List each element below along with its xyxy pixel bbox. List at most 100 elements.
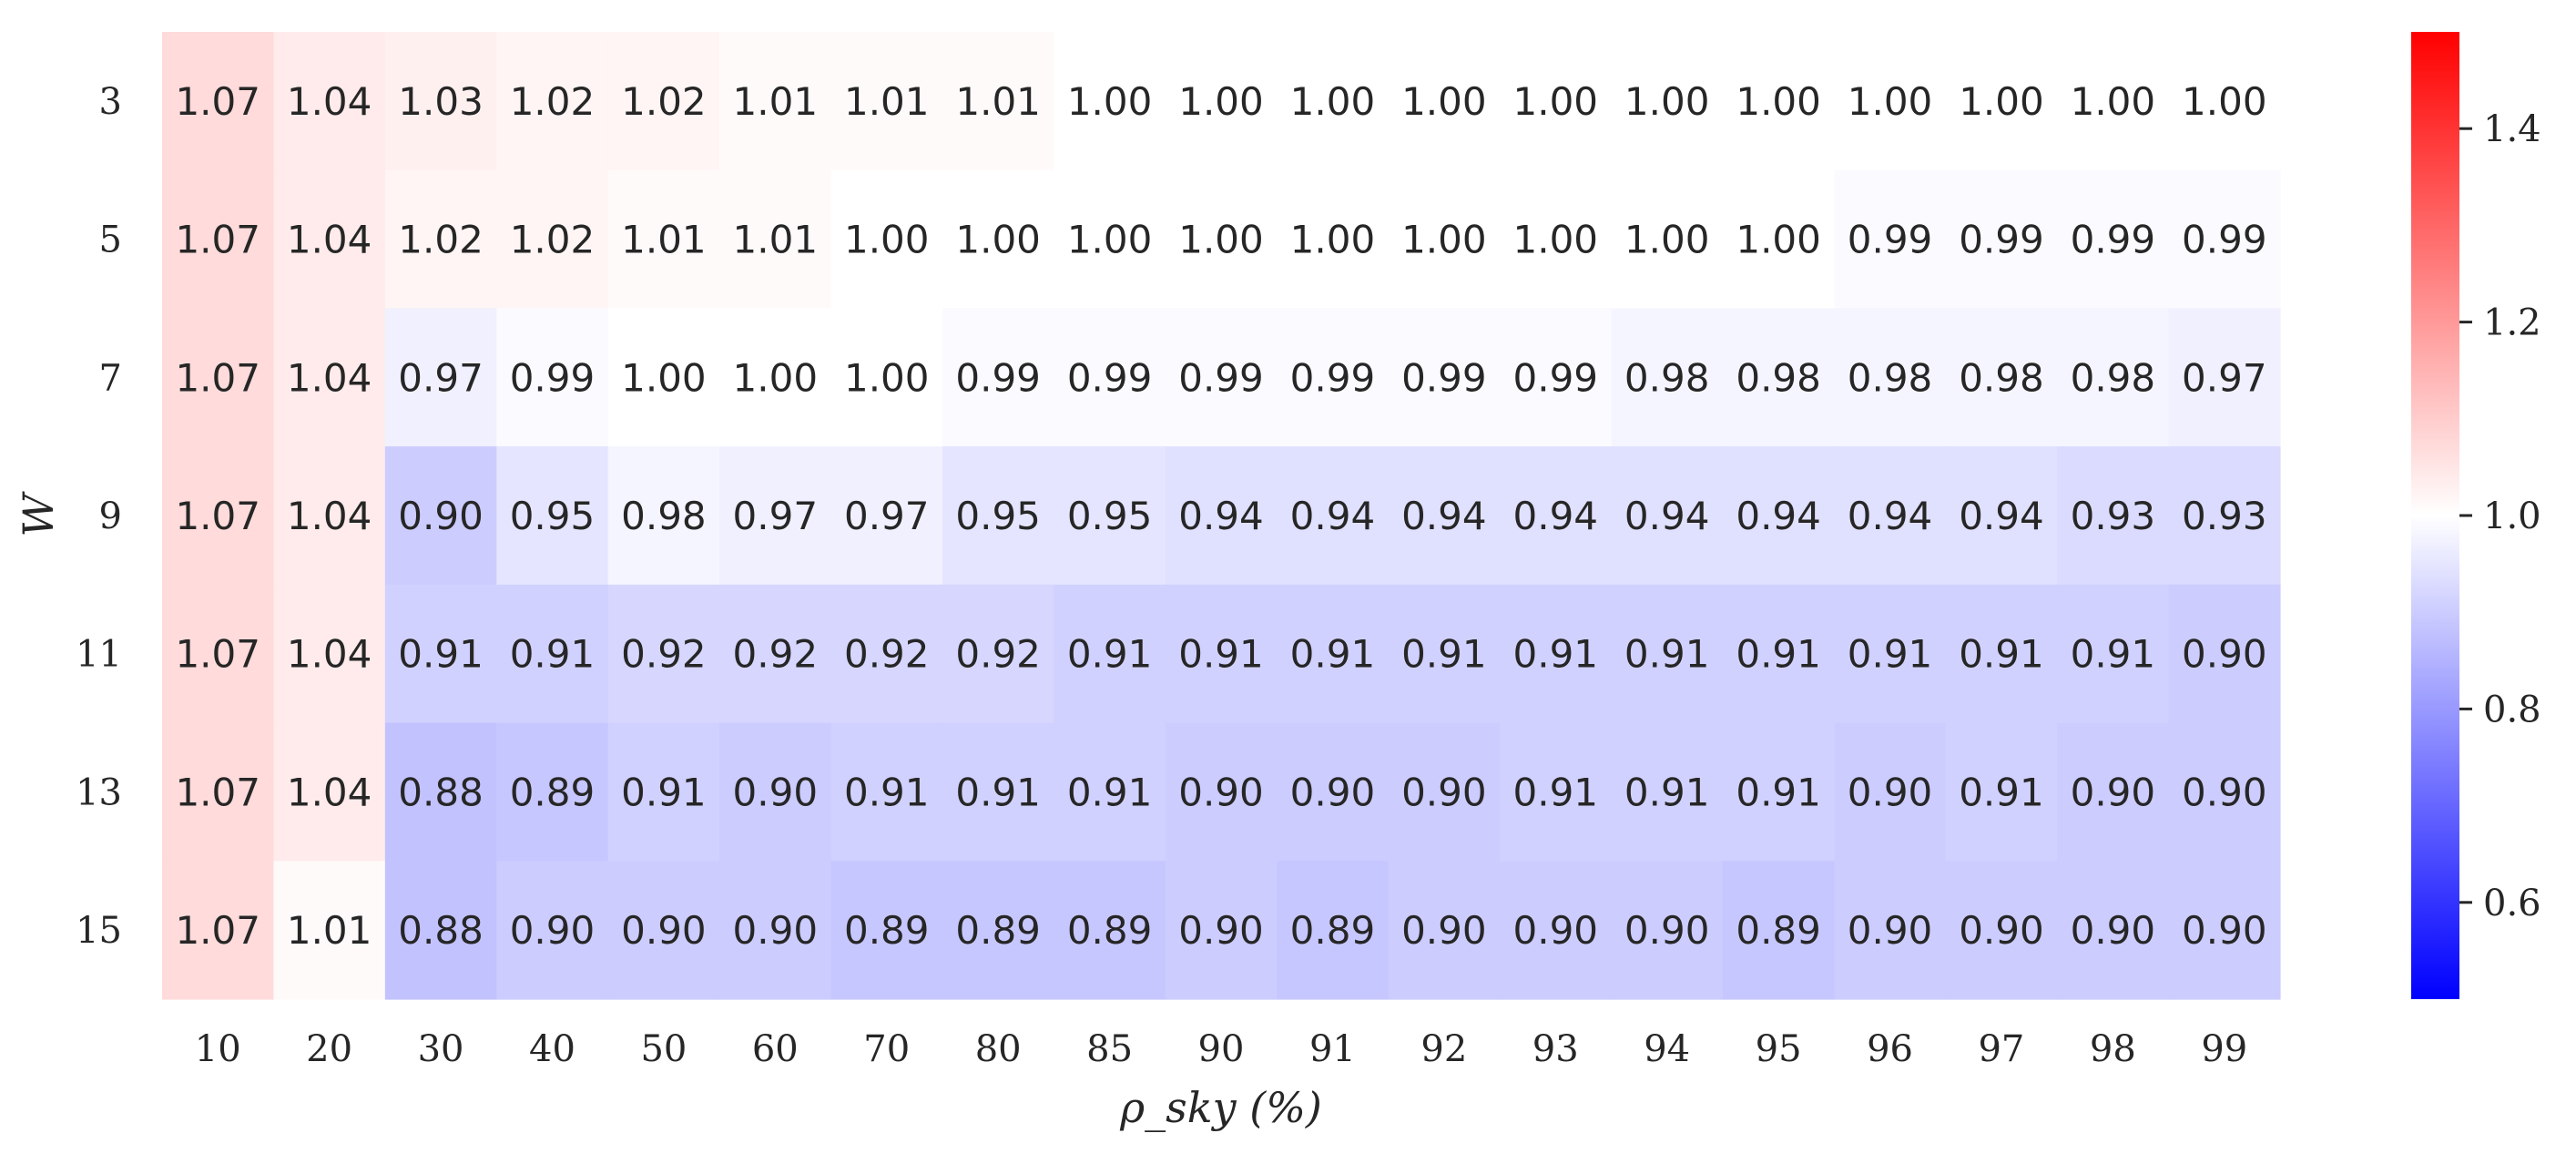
heatmap-cell-value: 1.00 bbox=[1401, 218, 1487, 262]
heatmap-cell-value: 0.93 bbox=[2182, 494, 2267, 538]
x-tick-label: 60 bbox=[752, 1028, 799, 1070]
heatmap-cell-value: 0.99 bbox=[955, 355, 1041, 400]
heatmap-cell bbox=[1945, 169, 2058, 310]
heatmap-cell-value: 1.04 bbox=[287, 770, 372, 814]
heatmap-cell-value: 0.90 bbox=[1624, 908, 1710, 953]
heatmap-cell-value: 0.89 bbox=[844, 908, 930, 953]
heatmap-cell bbox=[1834, 169, 1947, 310]
heatmap-cell-value: 0.89 bbox=[510, 770, 596, 814]
heatmap-cell bbox=[830, 308, 943, 447]
x-tick-label: 91 bbox=[1309, 1028, 1356, 1070]
heatmap-cell-value: 0.90 bbox=[2182, 632, 2267, 677]
heatmap-cell bbox=[719, 446, 832, 586]
heatmap-cell bbox=[1834, 32, 1947, 171]
colorbar-tick-label: 1.4 bbox=[2483, 108, 2541, 150]
heatmap-cell-value: 0.99 bbox=[2071, 218, 2156, 262]
heatmap-cell bbox=[162, 32, 275, 171]
heatmap-cell bbox=[1834, 584, 1947, 724]
heatmap-cell-value: 1.04 bbox=[287, 79, 372, 124]
heatmap-cell-value: 1.00 bbox=[1401, 79, 1487, 124]
heatmap-cell bbox=[942, 169, 1054, 310]
heatmap-cell-value: 1.00 bbox=[1513, 218, 1599, 262]
heatmap-cell-value: 0.99 bbox=[1401, 355, 1487, 400]
heatmap-cell-value: 0.91 bbox=[1067, 770, 1153, 814]
heatmap-cell bbox=[2168, 169, 2281, 310]
heatmap-cell bbox=[2168, 446, 2281, 586]
heatmap-cell-value: 0.99 bbox=[510, 355, 596, 400]
x-tick-label: 80 bbox=[975, 1028, 1022, 1070]
x-tick-label: 40 bbox=[529, 1028, 575, 1070]
heatmap-cell bbox=[607, 169, 720, 310]
x-tick-label: 92 bbox=[1420, 1028, 1467, 1070]
heatmap-cell bbox=[1611, 722, 1724, 862]
heatmap-cell-value: 1.07 bbox=[175, 218, 260, 262]
y-axis-label: W bbox=[14, 491, 63, 537]
heatmap-cell bbox=[719, 861, 832, 1000]
heatmap-cell bbox=[1611, 584, 1724, 724]
x-tick-label: 95 bbox=[1756, 1028, 1802, 1070]
heatmap-cell-value: 0.91 bbox=[2071, 632, 2156, 677]
heatmap-cell-value: 1.04 bbox=[287, 494, 372, 538]
heatmap-cell-value: 1.07 bbox=[175, 632, 260, 677]
heatmap-cell-value: 1.07 bbox=[175, 355, 260, 400]
x-axis-ticks: 10 20 30 40 50 60 70 80 85 90 91 92 93 94 95 96 97 98 99 bbox=[195, 1028, 2247, 1070]
heatmap-cell bbox=[1054, 169, 1166, 310]
heatmap-cell-value: 0.97 bbox=[844, 494, 930, 538]
heatmap-cell-value: 1.01 bbox=[733, 218, 819, 262]
heatmap-cell bbox=[1945, 446, 2058, 586]
heatmap-cell-value: 1.00 bbox=[1624, 79, 1710, 124]
heatmap-cell bbox=[1054, 446, 1166, 586]
heatmap-cell-value: 0.90 bbox=[621, 908, 707, 953]
heatmap-cell bbox=[942, 308, 1054, 447]
heatmap-cell bbox=[719, 32, 832, 171]
heatmap-cell-value: 1.00 bbox=[955, 218, 1041, 262]
heatmap-cell-value: 0.91 bbox=[1624, 770, 1710, 814]
heatmap-cell-value: 0.91 bbox=[844, 770, 930, 814]
heatmap-cell bbox=[162, 446, 275, 586]
heatmap-cell-value: 0.98 bbox=[621, 494, 707, 538]
heatmap-cell-value: 1.00 bbox=[2071, 79, 2156, 124]
heatmap-cell-value: 0.90 bbox=[398, 494, 484, 538]
heatmap-cell-value: 0.92 bbox=[621, 632, 707, 677]
heatmap-cell-value: 0.91 bbox=[1401, 632, 1487, 677]
heatmap-cell-value: 0.97 bbox=[733, 494, 819, 538]
heatmap-cell bbox=[1500, 584, 1613, 724]
heatmap-cell-value: 1.01 bbox=[733, 79, 819, 124]
heatmap-cell bbox=[384, 32, 497, 171]
heatmap-cell-value: 0.91 bbox=[1848, 632, 1933, 677]
heatmap-cell bbox=[1611, 308, 1724, 447]
heatmap-cell bbox=[1722, 722, 1835, 862]
heatmap-cell bbox=[1834, 446, 1947, 586]
heatmap-cell bbox=[607, 446, 720, 586]
heatmap-cell bbox=[2057, 446, 2170, 586]
heatmap-cell-value: 0.90 bbox=[1178, 770, 1264, 814]
heatmap-cell bbox=[1945, 32, 2058, 171]
heatmap-cell bbox=[2057, 308, 2170, 447]
heatmap-cell-value: 0.94 bbox=[1401, 494, 1487, 538]
heatmap-cell-value: 0.91 bbox=[1067, 632, 1153, 677]
heatmap-cell bbox=[1722, 584, 1835, 724]
heatmap-cell bbox=[1945, 308, 2058, 447]
heatmap-cell bbox=[1500, 861, 1613, 1000]
heatmap-cell bbox=[942, 446, 1054, 586]
heatmap-cell-value: 1.01 bbox=[844, 79, 930, 124]
heatmap-cell-value: 0.92 bbox=[955, 632, 1041, 677]
heatmap-cell-value: 0.98 bbox=[1848, 355, 1933, 400]
heatmap-cell bbox=[1277, 169, 1390, 310]
heatmap-cell-value: 0.90 bbox=[2182, 770, 2267, 814]
heatmap-cell-value: 0.99 bbox=[1290, 355, 1376, 400]
heatmap-cell bbox=[1611, 32, 1724, 171]
heatmap-cell-value: 1.01 bbox=[621, 218, 707, 262]
heatmap-cell bbox=[162, 308, 275, 447]
heatmap-cell-value: 0.99 bbox=[1067, 355, 1153, 400]
heatmap-cell bbox=[1611, 861, 1724, 1000]
heatmap-cell bbox=[830, 722, 943, 862]
x-tick-label: 97 bbox=[1978, 1028, 2024, 1070]
heatmap-cell-value: 0.90 bbox=[1401, 770, 1487, 814]
heatmap-cell bbox=[2168, 32, 2281, 171]
heatmap-cell bbox=[1388, 584, 1501, 724]
colorbar-tick-label: 1.0 bbox=[2483, 495, 2541, 537]
heatmap-cell-value: 0.91 bbox=[1959, 632, 2044, 677]
heatmap-cell-value: 1.00 bbox=[1959, 79, 2044, 124]
